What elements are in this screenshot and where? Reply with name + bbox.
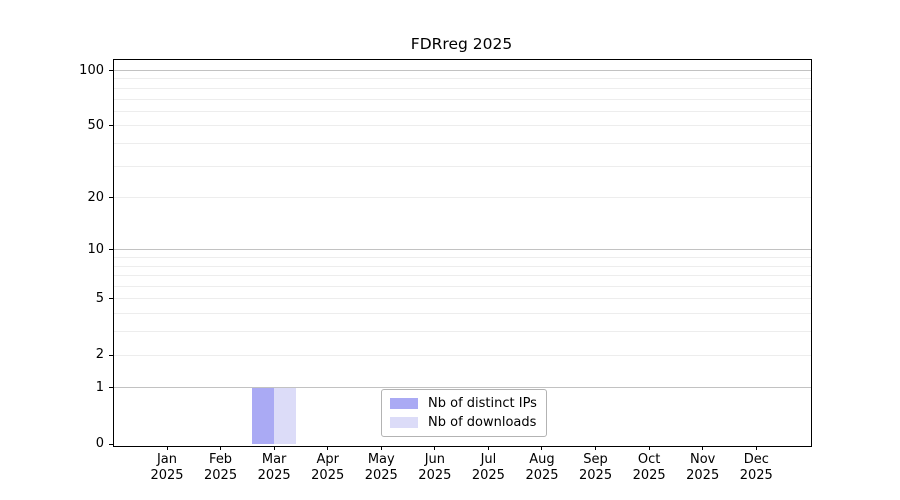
y-tick-label: 1 — [95, 379, 104, 395]
x-tick-month: Mar — [261, 452, 287, 467]
x-tick — [541, 446, 543, 450]
x-tick-month: Apr — [316, 452, 339, 467]
x-tick-month: Jan — [156, 452, 178, 467]
x-tick — [702, 446, 704, 450]
x-tick-label: Jul 2025 — [456, 452, 520, 484]
y-gridline-minor — [114, 298, 811, 300]
y-tick — [109, 298, 113, 300]
x-tick — [595, 446, 597, 450]
x-tick — [380, 446, 382, 450]
x-tick — [487, 446, 489, 450]
y-gridline-minor — [114, 142, 811, 144]
y-gridline-minor — [114, 98, 811, 100]
x-tick — [434, 446, 436, 450]
x-tick — [755, 446, 757, 450]
x-tick-month: Oct — [637, 452, 661, 467]
y-tick-label: 100 — [79, 62, 104, 78]
x-tick-month: Dec — [743, 452, 769, 467]
legend-item-downloads: Nb of downloads — [390, 415, 537, 430]
y-tick — [109, 387, 113, 389]
y-tick-label: 10 — [87, 241, 104, 257]
y-gridline-minor — [114, 257, 811, 259]
x-tick-month: May — [367, 452, 395, 467]
y-gridline-minor — [114, 265, 811, 267]
y-tick-label: 2 — [95, 347, 104, 363]
x-tick — [648, 446, 650, 450]
x-tick-label: Jan 2025 — [135, 452, 199, 484]
y-tick — [109, 125, 113, 127]
x-tick-year: 2025 — [739, 468, 773, 483]
x-tick-label: Apr 2025 — [296, 452, 360, 484]
x-tick-label: Feb 2025 — [189, 452, 253, 484]
y-tick — [109, 443, 113, 445]
x-tick-year: 2025 — [632, 468, 666, 483]
y-gridline-minor — [114, 78, 811, 80]
legend-item-distinct-ips: Nb of distinct IPs — [390, 396, 537, 411]
y-tick — [109, 197, 113, 199]
x-tick-year: 2025 — [364, 468, 398, 483]
y-gridline-major — [114, 249, 811, 251]
x-tick-label: Dec 2025 — [724, 452, 788, 484]
x-tick-month: Jun — [424, 452, 445, 467]
y-gridline-minor — [114, 87, 811, 89]
y-tick — [109, 70, 113, 71]
y-gridline-minor — [114, 331, 811, 333]
x-tick-label: May 2025 — [349, 452, 413, 484]
x-tick-label: Nov 2025 — [671, 452, 735, 484]
y-tick-label: 5 — [95, 290, 104, 306]
legend-swatch-distinct-ips — [390, 398, 418, 409]
x-tick-month: Feb — [209, 452, 233, 467]
y-tick-label: 20 — [87, 189, 104, 205]
y-gridline-major — [114, 70, 811, 71]
x-tick-year: 2025 — [418, 468, 452, 483]
x-tick-month: Nov — [690, 452, 716, 467]
y-gridline-minor — [114, 354, 811, 356]
x-tick-year: 2025 — [257, 468, 291, 483]
x-tick-label: Mar 2025 — [242, 452, 306, 484]
y-tick-label: 0 — [95, 436, 104, 451]
x-tick — [166, 446, 168, 450]
y-gridline-minor — [114, 197, 811, 199]
legend-label-downloads: Nb of downloads — [428, 415, 537, 430]
y-gridline-minor — [114, 110, 811, 112]
y-gridline-minor — [114, 313, 811, 315]
x-tick-year: 2025 — [471, 468, 505, 483]
y-tick — [109, 249, 113, 251]
x-tick — [273, 446, 275, 450]
x-tick-month: Jul — [480, 452, 497, 467]
y-tick-label: 50 — [87, 117, 104, 133]
y-gridline-minor — [114, 165, 811, 167]
chart-title: FDRreg 2025 — [410, 35, 513, 53]
x-tick-year: 2025 — [150, 468, 184, 483]
y-gridline-minor — [114, 275, 811, 277]
y-tick — [109, 354, 113, 356]
x-tick-month: Aug — [529, 452, 555, 467]
bar-downloads — [274, 387, 296, 444]
x-tick-month: Sep — [583, 452, 608, 467]
legend-swatch-downloads — [390, 417, 418, 428]
x-tick-year: 2025 — [686, 468, 720, 483]
legend: Nb of distinct IPs Nb of downloads — [381, 389, 547, 437]
y-gridline-minor — [114, 125, 811, 127]
x-tick-year: 2025 — [311, 468, 345, 483]
x-tick-label: Jun 2025 — [403, 452, 467, 484]
x-tick-year: 2025 — [579, 468, 613, 483]
x-tick-year: 2025 — [525, 468, 559, 483]
x-tick-label: Sep 2025 — [564, 452, 628, 484]
x-tick — [220, 446, 222, 450]
x-tick — [327, 446, 329, 450]
x-tick-year: 2025 — [204, 468, 238, 483]
legend-label-distinct-ips: Nb of distinct IPs — [428, 396, 537, 411]
bar-distinct-ips — [252, 387, 275, 444]
y-gridline-minor — [114, 286, 811, 288]
x-tick-label: Aug 2025 — [510, 452, 574, 484]
x-tick-label: Oct 2025 — [617, 452, 681, 484]
